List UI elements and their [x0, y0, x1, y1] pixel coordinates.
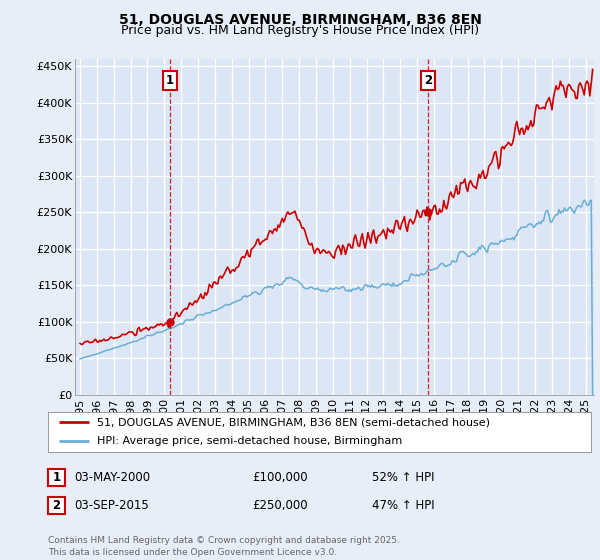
Text: £100,000: £100,000 — [252, 470, 308, 484]
Text: 2: 2 — [52, 498, 61, 512]
Text: 03-SEP-2015: 03-SEP-2015 — [74, 498, 149, 512]
Text: Price paid vs. HM Land Registry's House Price Index (HPI): Price paid vs. HM Land Registry's House … — [121, 24, 479, 37]
Text: 03-MAY-2000: 03-MAY-2000 — [74, 470, 150, 484]
Text: 1: 1 — [166, 74, 174, 87]
Text: 51, DOUGLAS AVENUE, BIRMINGHAM, B36 8EN (semi-detached house): 51, DOUGLAS AVENUE, BIRMINGHAM, B36 8EN … — [97, 418, 490, 427]
Text: £250,000: £250,000 — [252, 498, 308, 512]
Text: 2: 2 — [424, 74, 433, 87]
Text: 52% ↑ HPI: 52% ↑ HPI — [372, 470, 434, 484]
Text: Contains HM Land Registry data © Crown copyright and database right 2025.
This d: Contains HM Land Registry data © Crown c… — [48, 536, 400, 557]
Text: 1: 1 — [52, 470, 61, 484]
Text: 51, DOUGLAS AVENUE, BIRMINGHAM, B36 8EN: 51, DOUGLAS AVENUE, BIRMINGHAM, B36 8EN — [119, 13, 481, 27]
Text: HPI: Average price, semi-detached house, Birmingham: HPI: Average price, semi-detached house,… — [97, 436, 402, 446]
Text: 47% ↑ HPI: 47% ↑ HPI — [372, 498, 434, 512]
